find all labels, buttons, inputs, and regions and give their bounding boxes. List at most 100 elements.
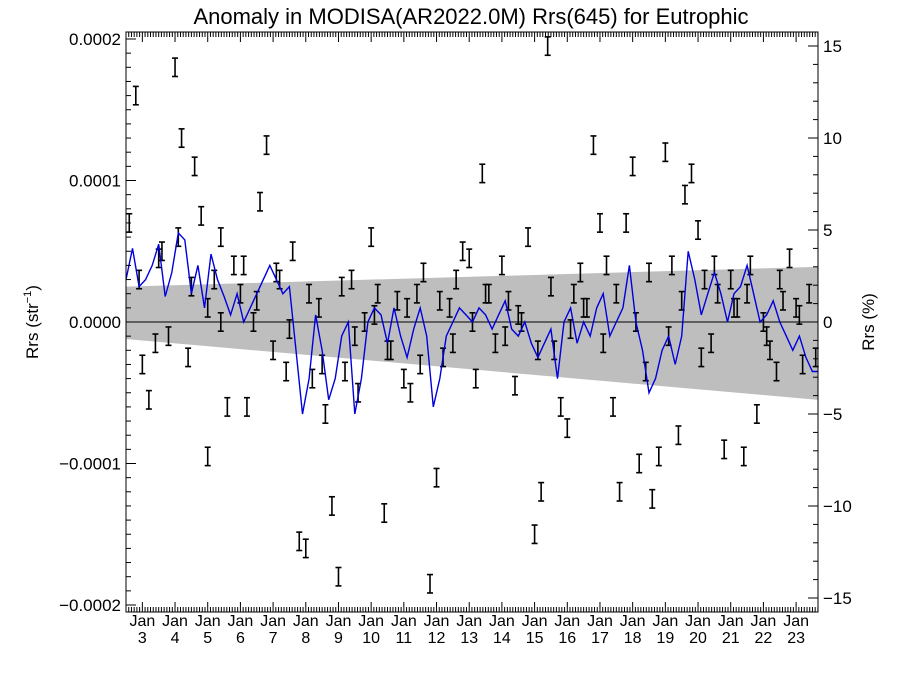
error-bar	[374, 283, 381, 304]
error-bar	[404, 297, 411, 318]
x-month-label: Jan	[293, 613, 319, 630]
error-bar	[753, 403, 760, 424]
error-bar	[446, 297, 453, 318]
error-bar	[646, 262, 653, 283]
error-bar	[230, 255, 237, 276]
error-bar	[538, 481, 545, 502]
x-year-label: 14	[493, 630, 511, 647]
error-bar	[498, 255, 505, 276]
x-month-label: Jan	[260, 613, 286, 630]
x-month-label: Jan	[228, 613, 254, 630]
error-bar	[289, 241, 296, 262]
error-bar	[413, 283, 420, 304]
error-bar	[459, 241, 466, 262]
error-bar	[623, 212, 630, 233]
x-month-label: Jan	[783, 613, 809, 630]
error-bar	[185, 347, 192, 368]
x-year-label: 19	[656, 630, 674, 647]
error-bar	[766, 340, 773, 361]
x-year-label: 18	[624, 630, 642, 647]
error-bar	[139, 354, 146, 375]
left-tick-label: −0.0001	[59, 455, 121, 474]
right-tick-label: −10	[823, 497, 852, 516]
error-bar	[793, 297, 800, 318]
left-tick-label: 0.0002	[69, 30, 121, 49]
error-bar	[590, 135, 597, 156]
error-bar	[603, 255, 610, 276]
left-axis-label-close: )	[23, 285, 42, 291]
right-tick-label: 15	[823, 37, 842, 56]
left-tick-label: −0.0002	[59, 596, 121, 615]
error-bar	[436, 290, 443, 311]
error-bar	[400, 368, 407, 389]
error-bar	[629, 156, 636, 177]
error-bar	[727, 269, 734, 290]
error-bar	[806, 283, 813, 304]
x-year-label: 13	[460, 630, 478, 647]
error-bar	[557, 396, 564, 417]
error-bar	[479, 163, 486, 184]
error-bar	[776, 269, 783, 290]
x-year-label: 9	[334, 630, 343, 647]
error-bar	[338, 276, 345, 297]
error-bar	[662, 142, 669, 163]
error-bar	[453, 269, 460, 290]
error-bar	[426, 573, 433, 594]
x-month-label: Jan	[652, 613, 678, 630]
error-bar	[744, 283, 751, 304]
error-bar	[564, 418, 571, 439]
error-bar	[152, 333, 159, 354]
error-bar	[531, 524, 538, 545]
error-bar	[306, 283, 313, 304]
error-bar	[675, 425, 682, 446]
anomaly-series-line	[125, 231, 818, 415]
x-year-label: 23	[787, 630, 805, 647]
x-year-label: 11	[396, 630, 413, 647]
error-bar-layer	[126, 36, 819, 594]
error-bar	[525, 227, 532, 248]
error-bar	[701, 269, 708, 290]
x-month-label: Jan	[587, 613, 613, 630]
error-bar	[302, 538, 309, 559]
error-bar	[544, 36, 551, 57]
error-bar	[211, 269, 218, 290]
error-bar	[178, 128, 185, 149]
error-bar	[257, 191, 264, 212]
right-tick-label: 0	[823, 313, 832, 332]
x-year-label: 6	[236, 630, 245, 647]
error-bar	[610, 396, 617, 417]
error-bar	[760, 312, 767, 332]
right-tick-label: 5	[823, 221, 832, 240]
x-year-label: 12	[428, 630, 446, 647]
error-bar	[730, 297, 737, 318]
error-bar	[636, 453, 643, 474]
x-axis: Jan3Jan4Jan5Jan6Jan7Jan8Jan9Jan10Jan11Ja…	[125, 32, 819, 647]
error-bar	[224, 396, 231, 417]
error-bar	[796, 304, 803, 325]
uncertainty-band-layer	[126, 266, 818, 400]
error-bar	[681, 184, 688, 205]
error-bar	[286, 319, 293, 340]
error-bar	[721, 439, 728, 460]
x-month-label: Jan	[685, 613, 711, 630]
error-bar	[217, 312, 224, 332]
left-axis-label: Rrs (str−1)	[22, 285, 42, 359]
error-bar	[482, 283, 489, 304]
x-year-label: 20	[689, 630, 707, 647]
x-month-label: Jan	[522, 613, 548, 630]
x-month-label: Jan	[195, 613, 221, 630]
error-bar	[492, 333, 499, 354]
error-bar	[613, 283, 620, 304]
error-bar	[698, 347, 705, 368]
x-month-label: Jan	[620, 613, 646, 630]
error-bar	[250, 312, 257, 332]
error-bar	[132, 85, 139, 106]
right-y-axis: 15 10 5 0 −5 −10 −15	[808, 37, 852, 608]
error-bar	[449, 333, 456, 354]
error-bar	[381, 503, 388, 524]
error-bar	[649, 488, 656, 509]
error-bar	[407, 382, 414, 403]
error-bar	[335, 566, 342, 587]
x-year-label: 15	[526, 630, 544, 647]
error-bar	[191, 156, 198, 177]
